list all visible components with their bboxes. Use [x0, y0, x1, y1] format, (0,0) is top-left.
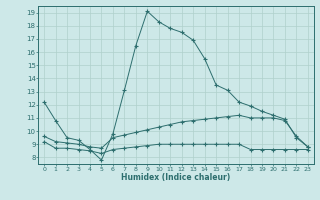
- X-axis label: Humidex (Indice chaleur): Humidex (Indice chaleur): [121, 173, 231, 182]
